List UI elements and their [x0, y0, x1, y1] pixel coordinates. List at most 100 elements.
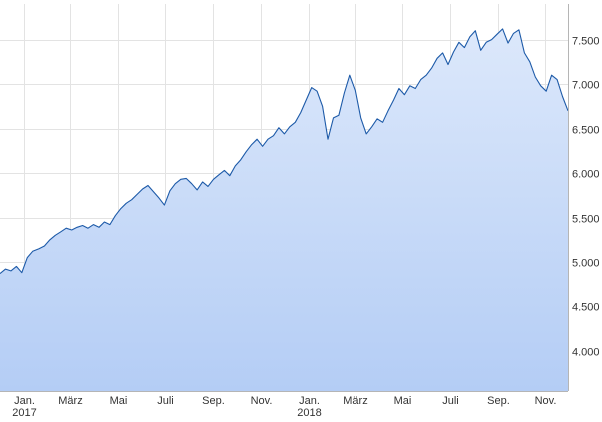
x-tick-label: Nov. — [251, 395, 273, 407]
data-point — [305, 99, 307, 101]
y-tick-label: 6.000 — [572, 169, 600, 181]
data-point — [338, 114, 340, 116]
data-point — [147, 185, 149, 187]
x-tick-label: Nov. — [535, 395, 557, 407]
data-point — [447, 64, 449, 66]
data-point — [371, 126, 373, 128]
data-point — [202, 181, 204, 183]
data-point — [213, 178, 215, 180]
y-tick-label: 5.500 — [572, 214, 600, 226]
data-point — [300, 112, 302, 114]
data-point — [32, 250, 34, 252]
data-point — [207, 185, 209, 187]
data-point — [251, 144, 253, 146]
data-point — [245, 151, 247, 153]
x-tick-label: Sep. — [202, 395, 225, 407]
y-tick-label: 6.500 — [572, 125, 600, 137]
data-point — [562, 96, 564, 98]
data-point — [114, 215, 116, 217]
data-point — [425, 74, 427, 76]
data-point — [480, 49, 482, 51]
data-point — [169, 190, 171, 192]
data-point — [502, 28, 504, 30]
data-point — [376, 118, 378, 120]
data-point — [82, 225, 84, 227]
data-point — [93, 224, 95, 226]
data-point — [15, 265, 17, 267]
price-line — [0, 28, 569, 275]
x-tick-label: Jan. — [299, 395, 320, 407]
data-point — [87, 227, 89, 229]
data-point — [360, 117, 362, 119]
data-point — [131, 199, 133, 201]
data-point — [229, 175, 231, 177]
data-point — [387, 110, 389, 112]
data-point — [191, 183, 193, 185]
data-point — [218, 174, 220, 176]
data-point — [234, 165, 236, 167]
data-point — [551, 74, 553, 76]
data-point — [349, 74, 351, 76]
data-point — [567, 110, 569, 112]
data-point — [180, 178, 182, 180]
data-point — [393, 99, 395, 101]
data-point — [365, 133, 367, 135]
data-point — [5, 268, 7, 270]
data-point — [163, 204, 165, 206]
data-point — [256, 138, 258, 140]
data-point — [327, 138, 329, 140]
y-tick-label: 7.500 — [572, 36, 600, 48]
data-point — [21, 272, 23, 274]
y-tick-label: 4.000 — [572, 347, 600, 359]
y-axis-labels: 4.000 4.500 5.000 5.500 6.000 6.500 7.000 7.500 — [572, 36, 600, 359]
data-point — [26, 257, 28, 259]
data-point — [196, 189, 198, 191]
data-point — [518, 29, 520, 31]
data-point — [223, 169, 225, 171]
data-point — [540, 85, 542, 87]
x-tick-label: Sep. — [487, 395, 510, 407]
data-point — [294, 121, 296, 123]
x-tick-label: März — [58, 395, 82, 407]
y-tick-label: 7.000 — [572, 80, 600, 92]
data-point — [420, 79, 422, 81]
data-point — [278, 127, 280, 129]
data-point — [49, 239, 51, 241]
data-point — [98, 226, 100, 228]
x-tick-year-label: 2018 — [297, 407, 321, 419]
data-point — [436, 57, 438, 59]
data-point — [513, 32, 515, 34]
x-tick-label: Mai — [394, 395, 412, 407]
data-point — [153, 191, 155, 193]
data-point — [496, 33, 498, 35]
data-point — [556, 79, 558, 81]
data-point — [398, 88, 400, 90]
x-tick-label: Juli — [442, 395, 459, 407]
data-point — [403, 94, 405, 96]
data-point — [382, 121, 384, 123]
data-point — [125, 202, 127, 204]
data-point — [474, 30, 476, 32]
data-point — [185, 177, 187, 179]
data-point — [43, 245, 45, 247]
data-point — [343, 92, 345, 94]
data-point — [463, 47, 465, 49]
data-point — [65, 227, 67, 229]
data-point — [485, 41, 487, 43]
data-point — [103, 221, 105, 223]
data-point — [54, 234, 56, 236]
data-point — [491, 39, 493, 41]
data-point — [431, 67, 433, 69]
data-point — [76, 226, 78, 228]
data-point — [10, 270, 12, 272]
data-point — [273, 135, 275, 137]
data-point — [333, 117, 335, 119]
data-point — [71, 229, 73, 231]
data-point — [545, 90, 547, 92]
x-tick-label: Mai — [110, 395, 128, 407]
data-point — [38, 248, 40, 250]
data-point — [409, 85, 411, 87]
data-point — [267, 138, 269, 140]
x-tick-label: März — [343, 395, 367, 407]
data-point — [158, 197, 160, 199]
